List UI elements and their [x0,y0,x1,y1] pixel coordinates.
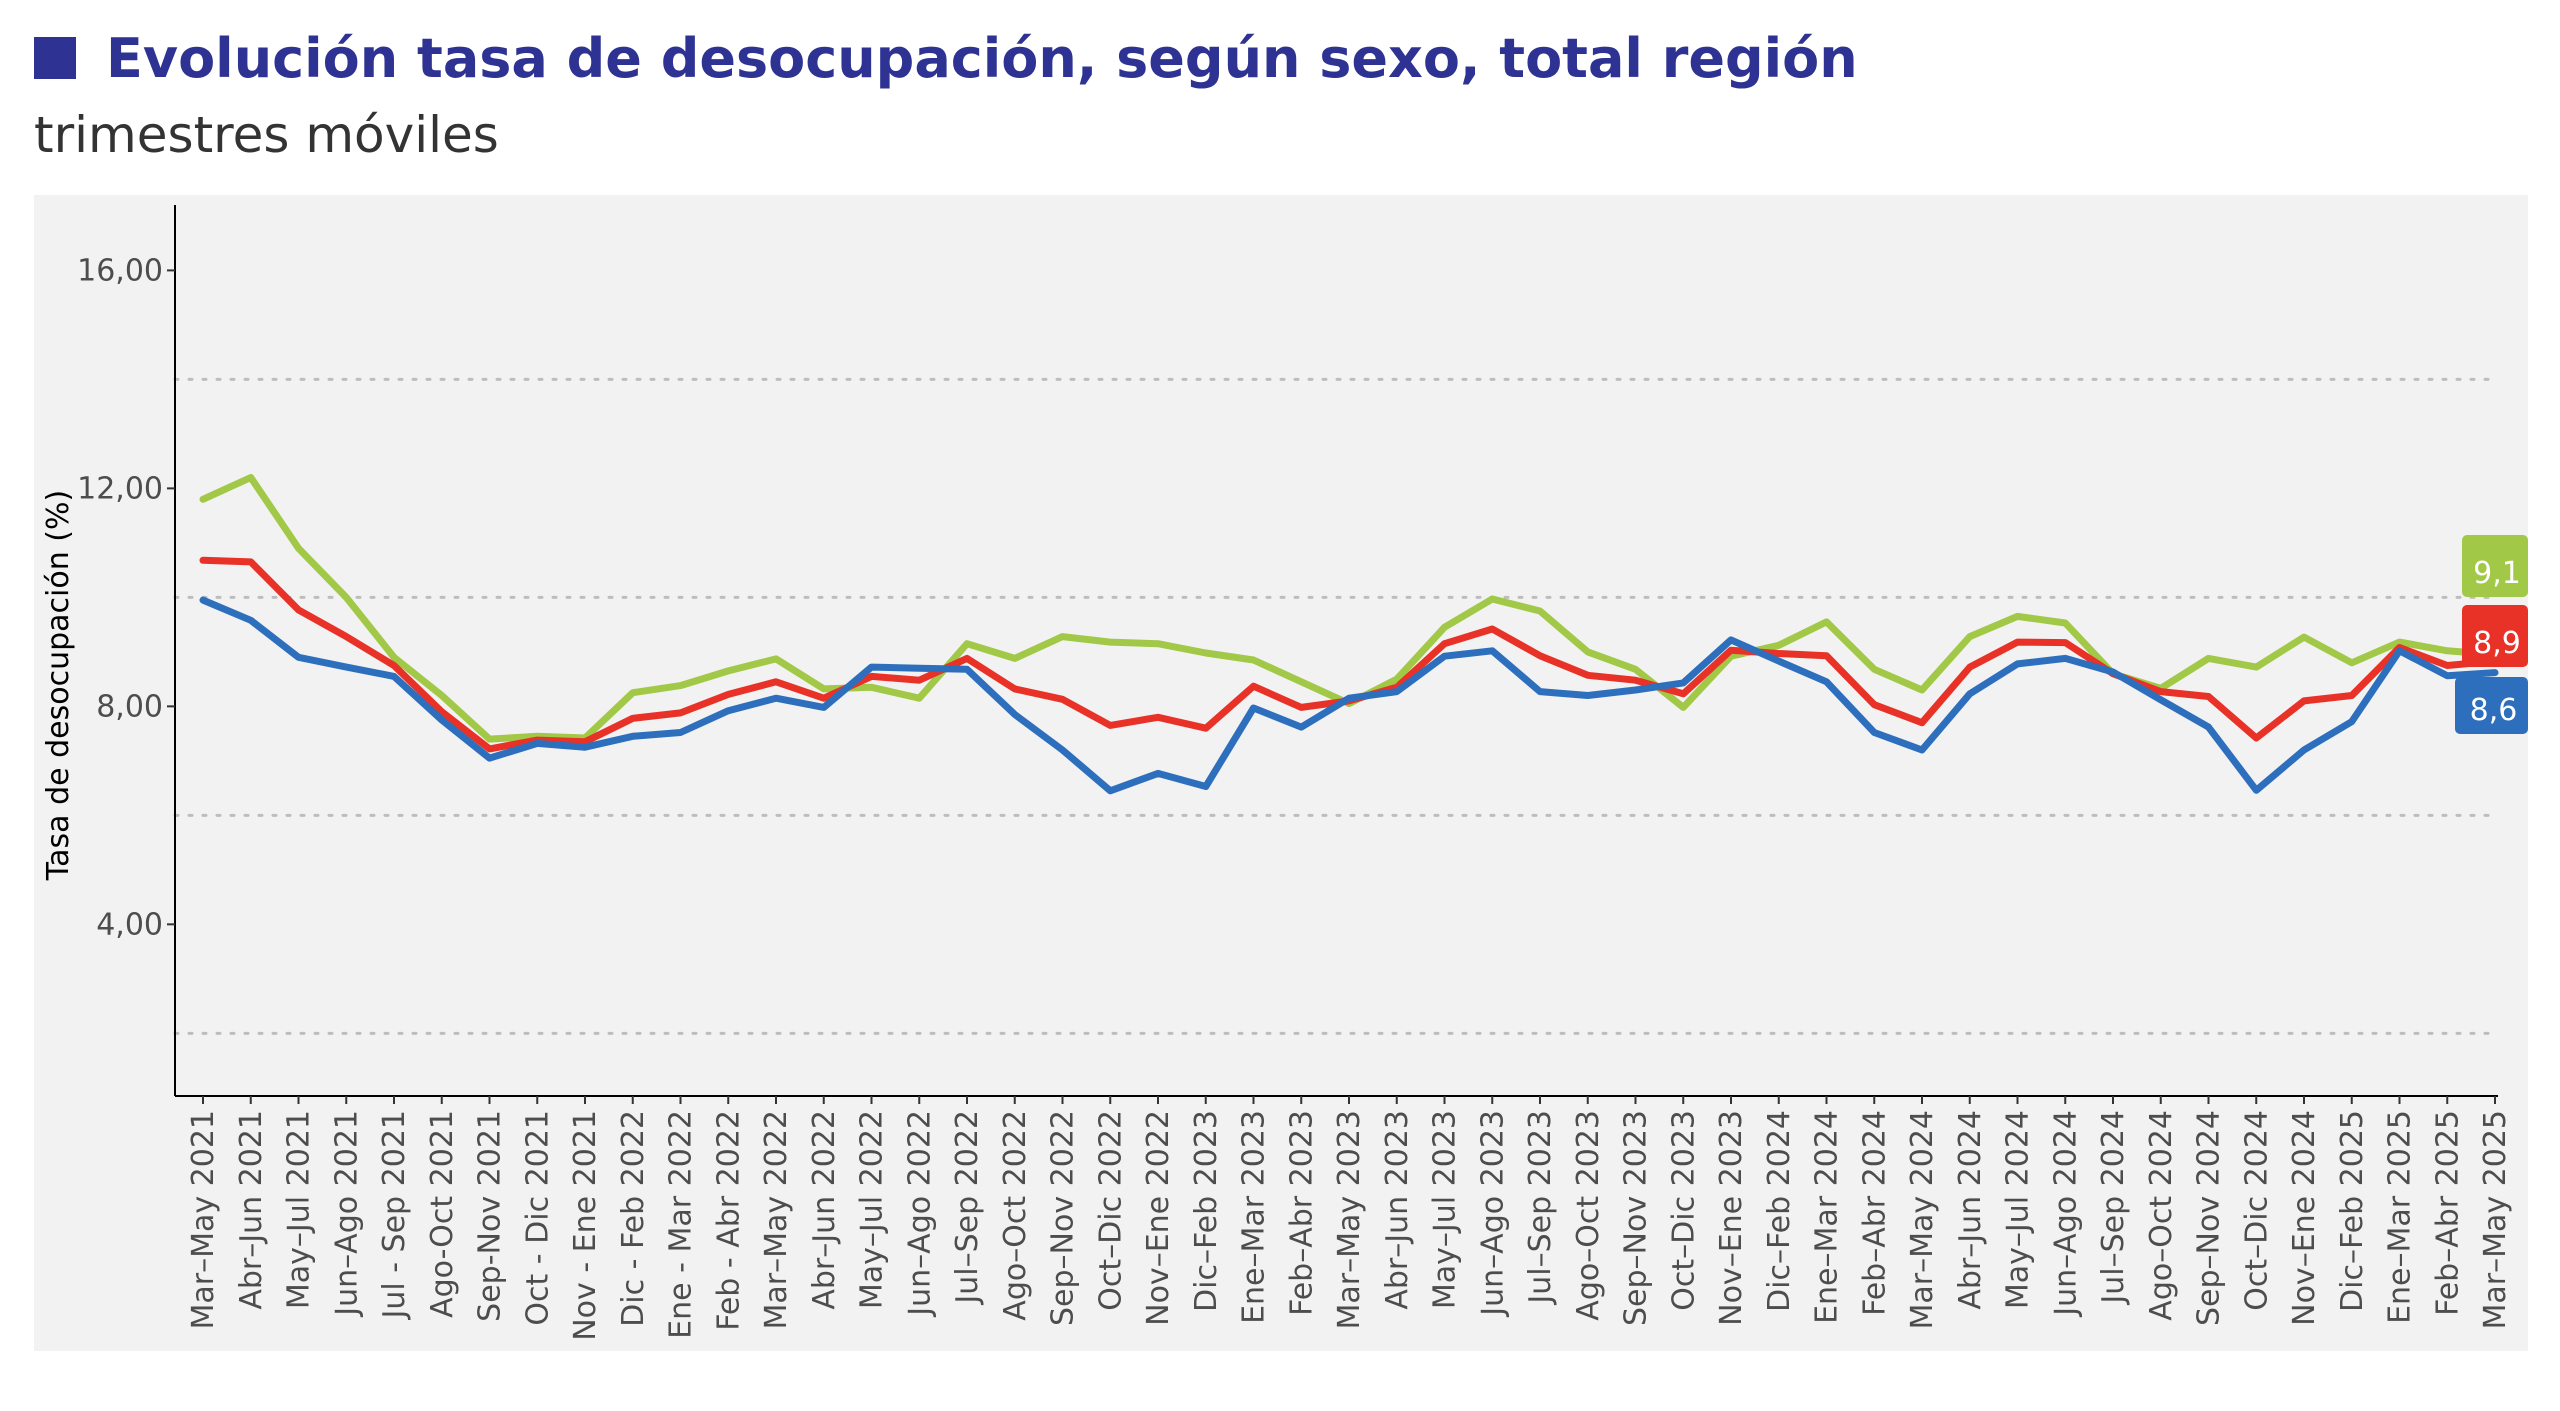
end-label-text: 9,1 [2473,556,2521,591]
x-axis-ticks: Mar–May 2021 Abr–Jun 2021 May–Jul 2021 Jun–… [186,1096,2513,1341]
x-tick-label: Ago-Oct 2021 [425,1110,460,1318]
x-tick-label: Mar–May 2023 [1332,1110,1367,1330]
title-square-icon [34,37,76,79]
x-tick-label: Sep-Nov 2021 [473,1110,508,1322]
chart-panel [34,195,2528,1351]
x-tick-label: Jun–Ago 2024 [2048,1110,2083,1318]
x-tick-label: Jul–Sep 2024 [2096,1110,2131,1306]
series-lines [199,474,2499,795]
chart-subtitle: trimestres móviles [34,106,499,164]
x-tick-label: Feb–Abr 2023 [1284,1110,1319,1316]
x-tick-label: Ene - Mar 2022 [664,1110,699,1339]
x-tick-label: Sep–Nov 2022 [1046,1110,1081,1326]
x-tick-label: Oct - Dic 2021 [520,1110,555,1326]
end-label-1: 9,1 [2462,535,2528,597]
x-tick-label: Dic–Feb 2024 [1762,1110,1797,1312]
x-tick-label: May–Jul 2024 [2001,1110,2036,1309]
end-label-box [2462,535,2528,597]
y-axis-label: Tasa de desocupación (%) [41,490,76,881]
x-tick-label: May–Jul 2023 [1428,1110,1463,1309]
x-tick-label: Ene–Mar 2024 [1810,1110,1845,1324]
x-tick-label: Sep–Nov 2023 [1619,1110,1654,1326]
x-tick-label: Jul–Sep 2023 [1523,1110,1558,1306]
x-tick-label: Ago–Oct 2022 [998,1110,1033,1321]
x-tick-label: May–Jul 2022 [855,1110,890,1309]
end-label-text: 8,9 [2473,626,2521,661]
x-tick-label: Nov–Ene 2022 [1141,1110,1176,1326]
x-tick-label: Abr–Jun 2022 [807,1110,842,1310]
x-tick-label: Jun–Ago 2022 [902,1110,937,1318]
x-tick-label: Feb - Abr 2022 [711,1110,746,1331]
x-tick-label: Mar–May 2022 [759,1110,794,1330]
x-tick-label: Jul - Sep 2021 [377,1110,412,1321]
series-line-3 [199,596,2499,795]
x-tick-label: Abr–Jun 2021 [234,1110,269,1310]
title-row: Evolución tasa de desocupación, según se… [34,22,2514,94]
x-tick-label: Mar–May 2024 [1905,1110,1940,1330]
end-labels: 9,1 8,9 8,6 [2455,535,2528,734]
end-label-3: 8,6 [2455,677,2528,734]
x-tick-label: Feb–Abr 2025 [2430,1110,2465,1316]
x-tick-label: Jul–Sep 2022 [950,1110,985,1306]
x-tick-label: Feb–Abr 2024 [1857,1110,1892,1316]
axes [174,205,2498,1097]
x-tick-label: Dic–Feb 2025 [2335,1110,2370,1312]
x-tick-label: Sep–Nov 2024 [2192,1110,2227,1326]
x-tick-label: Mar–May 2021 [186,1110,221,1330]
x-tick-label: Ago–Oct 2023 [1571,1110,1606,1321]
x-tick-label: Oct–Dic 2023 [1666,1110,1701,1311]
x-tick-label: Dic–Feb 2023 [1189,1110,1224,1312]
end-label-text: 8,6 [2470,693,2518,728]
y-tick-label: 12,00 [77,471,163,506]
end-label-2: 8,9 [2462,605,2528,667]
chart-header: Evolución tasa de desocupación, según se… [34,22,2514,164]
y-tick-label: 8,00 [96,689,163,724]
x-tick-label: Jun–Ago 2023 [1475,1110,1510,1318]
y-tick-label: 4,00 [96,907,163,942]
x-tick-label: Jun–Ago 2021 [329,1110,364,1318]
x-tick-label: Nov - Ene 2021 [568,1110,603,1341]
x-tick-label: Oct–Dic 2022 [1093,1110,1128,1311]
x-tick-label: Nov–Ene 2023 [1714,1110,1749,1326]
x-tick-label: Dic - Feb 2022 [616,1110,651,1327]
end-label-box [2462,605,2528,667]
y-axis-ticks: 4,00 8,00 12,00 16,00 [77,253,175,942]
gridlines [173,377,2500,1035]
chart-title: Evolución tasa de desocupación, según se… [106,26,1858,90]
x-tick-label: Oct–Dic 2024 [2239,1110,2274,1311]
x-tick-label: Ene–Mar 2025 [2383,1110,2418,1324]
y-tick-label: 16,00 [77,253,163,288]
x-tick-label: Ene–Mar 2023 [1237,1110,1272,1324]
x-tick-label: Mar–May 2025 [2478,1110,2513,1330]
series-line-2 [199,556,2499,753]
x-tick-label: Ago–Oct 2024 [2144,1110,2179,1321]
x-tick-label: Nov–Ene 2024 [2287,1110,2322,1326]
end-label-box [2455,677,2528,734]
x-tick-label: May–Jul 2021 [282,1110,317,1309]
x-tick-label: Abr–Jun 2023 [1380,1110,1415,1310]
x-tick-label: Abr–Jun 2024 [1953,1110,1988,1310]
